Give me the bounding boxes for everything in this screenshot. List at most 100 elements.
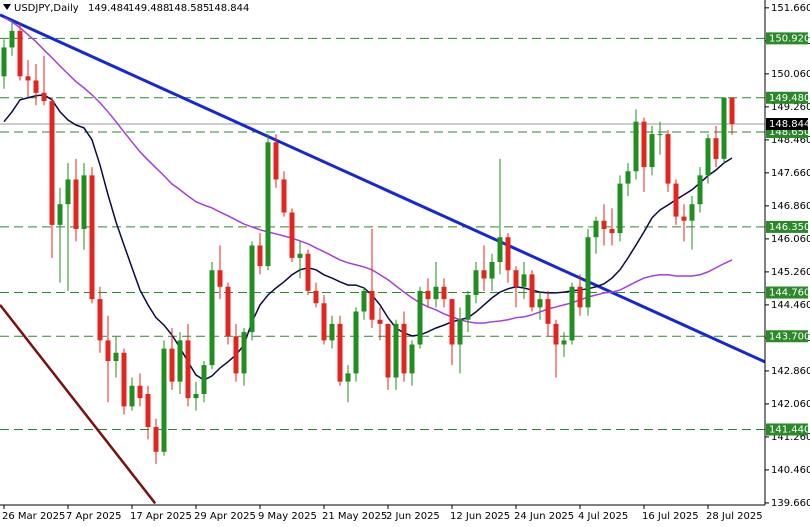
y-tick-label: 144.460 [771,300,810,311]
candle-body [25,76,31,81]
y-tick-label: 146.060 [771,234,810,245]
candle-body [665,134,671,184]
candle-body [497,237,503,262]
candle-body [377,319,383,324]
candle-body [113,352,119,362]
last-price-label: 148.844 [769,119,810,130]
level-label: 148.650 [769,127,810,138]
x-tick-label: 17 Apr 2025 [130,511,192,522]
candle-body [153,427,159,452]
candle-body [657,134,663,136]
candle-body [537,299,543,308]
x-tick-label: 24 Jun 2025 [514,511,574,522]
level-label-box [766,32,808,45]
candle-body [553,323,559,345]
plot-area [0,13,765,505]
candle-body [617,183,623,234]
candle-body [353,311,359,374]
candle-body [609,228,615,234]
candle-body [265,142,271,267]
candle-body [489,261,495,279]
level-label: 143.700 [769,331,810,342]
candle-body [193,394,199,399]
candle-body [97,299,103,341]
candle-body [145,394,151,428]
y-tick-label: 145.260 [771,267,810,278]
candle-body [513,270,519,287]
ohlc-low: 148.585 [168,3,209,14]
x-tick-label: 16 Jul 2025 [642,511,699,522]
candle-body [65,179,71,205]
candle-body [625,171,631,184]
ohlc-high: 149.488 [128,3,169,14]
y-tick-label: 139.660 [771,498,810,509]
x-tick-label: 21 May 2025 [322,511,387,522]
ohlc-open: 149.484 [88,3,129,14]
candle-body [41,92,47,102]
y-tick-label: 147.660 [771,168,810,179]
candle-body [161,348,167,452]
candle-body [73,179,79,229]
x-tick-label: 26 Mar 2025 [2,511,65,522]
x-tick-label: 28 Jul 2025 [706,511,763,522]
candle-body [633,121,639,172]
level-label-box [766,423,808,436]
candle-body [681,216,687,221]
candle-body [697,175,703,205]
level-label: 141.440 [769,424,810,435]
candle-body [305,253,311,291]
candle-body [577,286,583,308]
title-icon [3,4,11,10]
candle-body [649,134,655,168]
candle-body [449,299,455,345]
candle-body [321,303,327,341]
candle-body [177,340,183,382]
candle-body [281,179,287,213]
candle-body [241,332,247,374]
candle-body [313,290,319,304]
chart-title: USDJPY,Daily [14,3,79,14]
candle-body [729,97,735,125]
candle-body [705,138,711,176]
level-label-box [766,286,808,299]
x-tick-label: 29 Apr 2025 [194,511,256,522]
candle-body [689,204,695,221]
trendline [0,13,765,364]
candle-body [89,175,95,300]
candle-body [601,220,607,229]
y-tick-label: 151.660 [771,3,810,14]
candle-body [1,47,7,77]
candle-body [529,274,535,308]
candle-body [337,323,343,382]
candle-body [9,30,15,48]
candle-body [561,340,567,345]
candle-body [329,323,335,341]
candle-body [209,270,215,366]
level-label: 144.760 [769,288,810,299]
x-tick-label: 7 Apr 2025 [66,511,121,522]
candle-body [105,340,111,362]
x-tick-label: 4 Jul 2025 [578,511,628,522]
candle-body [433,286,439,300]
candle-body [409,344,415,374]
y-tick-label: 148.460 [771,135,810,146]
candle-body [641,121,647,168]
level-label: 149.480 [769,93,810,104]
candle-body [129,385,135,407]
candle-body [401,323,407,374]
candle-body [361,290,367,312]
candle-body [569,286,575,341]
ma-line [3,94,733,381]
candle-body [217,270,223,287]
x-tick-label: 9 May 2025 [258,511,317,522]
ma-line [3,17,733,324]
candle-body [369,290,375,320]
candle-body [593,220,599,238]
candle-body [49,101,55,225]
x-tick-label: 12 Jun 2025 [450,511,510,522]
candle-body [673,183,679,217]
candle-body [81,175,87,229]
y-tick-label: 146.860 [771,201,810,212]
